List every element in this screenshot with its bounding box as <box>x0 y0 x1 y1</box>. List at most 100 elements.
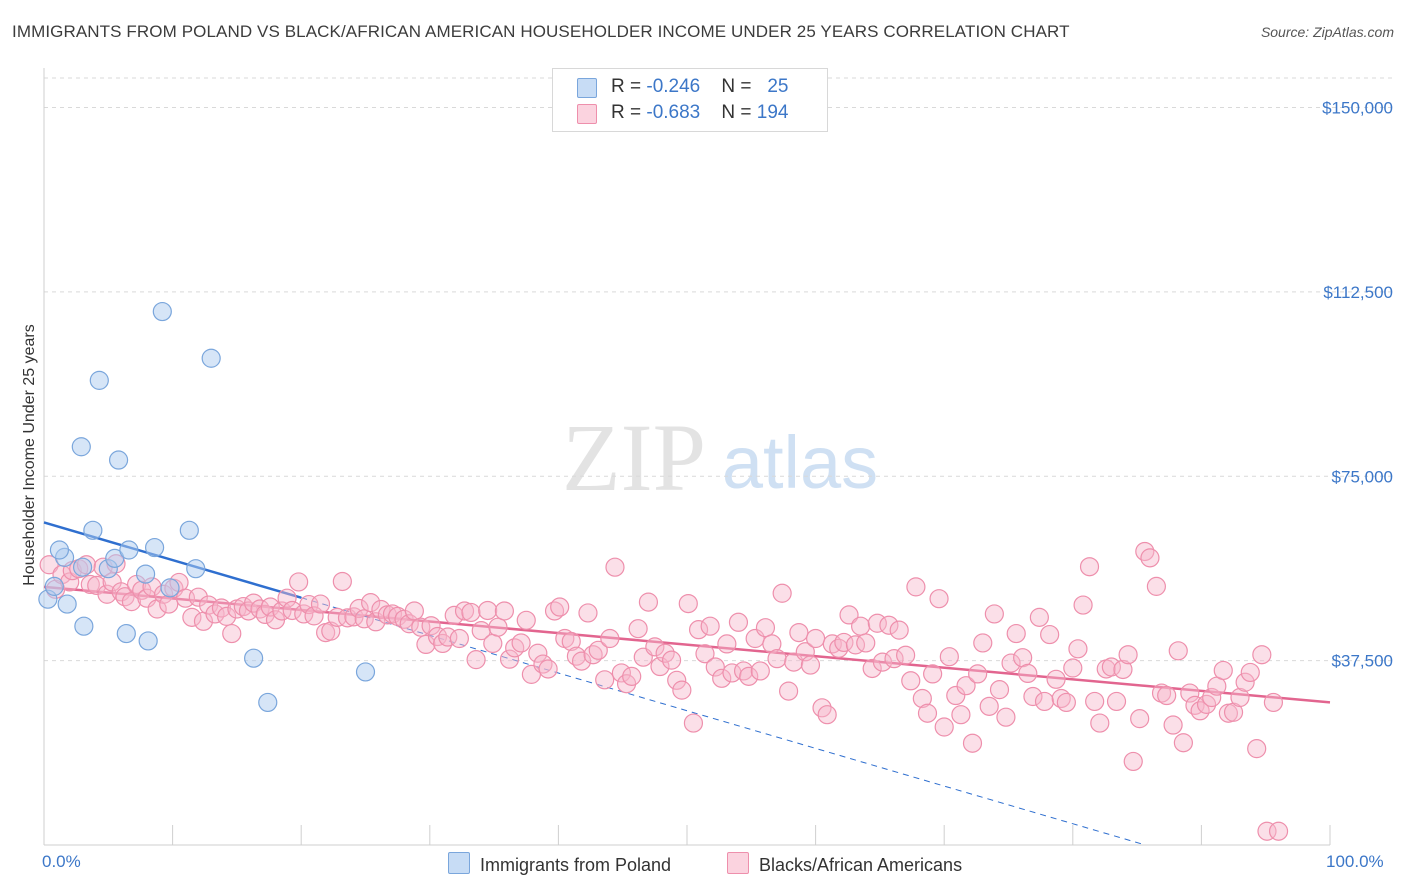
data-point-black <box>1135 541 1155 562</box>
data-point-black <box>750 661 770 681</box>
legend-n-value: 25 <box>767 76 789 97</box>
data-point-black <box>449 628 469 649</box>
data-point-black <box>1113 659 1133 680</box>
data-point-black <box>989 680 1010 700</box>
data-point-black <box>1073 595 1093 615</box>
data-point-black <box>733 661 754 681</box>
data-point-black <box>561 631 581 652</box>
data-point-black <box>688 620 709 640</box>
data-point-poland <box>201 348 221 368</box>
data-point-black <box>879 615 899 635</box>
y-tick-labels: $150,000 $112,500 $75,000 $37,500 <box>1322 99 1393 671</box>
data-point-black <box>478 600 498 621</box>
legend-r-value: -0.683 <box>646 102 701 123</box>
bottom-legend-swatch-black <box>727 852 749 874</box>
data-point-black <box>461 602 481 623</box>
bottom-legend-swatch-poland <box>448 852 470 874</box>
data-point-black <box>1068 639 1088 659</box>
data-point-black <box>1240 662 1260 683</box>
data-point-poland <box>138 631 158 651</box>
data-point-black <box>1046 669 1066 689</box>
bottom-legend-label-poland: Immigrants from Poland <box>480 855 672 875</box>
data-point-black <box>968 664 988 684</box>
data-point-black <box>805 628 826 649</box>
data-point-black <box>946 685 966 706</box>
stats-legend: R = -0.246 N = 25 R = -0.683 N = 194 <box>552 68 828 132</box>
data-point-black <box>466 650 486 670</box>
data-point-poland <box>83 520 103 540</box>
data-point-black <box>1130 709 1150 729</box>
data-point-black <box>1001 653 1021 673</box>
data-point-black <box>1106 691 1127 712</box>
data-point-black <box>571 651 592 671</box>
y-tick-label: $75,000 <box>1332 467 1393 486</box>
data-point-black <box>1230 687 1250 708</box>
trend-line-black <box>43 585 1331 704</box>
data-point-black <box>762 634 782 654</box>
data-point-black <box>772 583 792 603</box>
data-point-black <box>1123 751 1143 772</box>
data-point-black <box>1247 739 1267 759</box>
data-point-black <box>906 577 926 597</box>
data-point-poland <box>116 623 136 644</box>
data-point-black <box>382 604 403 624</box>
data-point-black <box>1085 691 1105 712</box>
data-point-black <box>834 632 854 653</box>
data-point-black <box>667 670 687 690</box>
data-point-black <box>951 705 971 725</box>
data-point-black <box>851 616 871 636</box>
data-point-poland <box>72 557 93 577</box>
data-point-black <box>371 599 391 620</box>
data-point-black <box>421 616 441 636</box>
data-point-poland <box>258 692 278 713</box>
data-point-black <box>1168 641 1188 661</box>
grid-layer <box>44 77 1395 662</box>
data-point-poland <box>179 520 199 540</box>
data-point-black <box>1202 687 1222 708</box>
legend-swatch-black <box>577 104 597 124</box>
data-point-black <box>705 657 725 677</box>
legend-n-value: 194 <box>756 102 789 123</box>
legend-r-label: R = <box>611 102 647 123</box>
data-point-black <box>611 663 632 683</box>
data-point-poland <box>74 616 94 636</box>
data-point-black <box>1101 657 1121 677</box>
data-point-black <box>1163 715 1183 735</box>
data-point-black <box>817 705 837 725</box>
legend-n-label: N = <box>721 102 757 123</box>
data-point-black <box>789 622 809 643</box>
data-point-black <box>1118 645 1138 665</box>
data-point-poland <box>244 648 264 668</box>
bottom-legend-label-black: Blacks/African Americans <box>759 855 963 875</box>
data-point-black <box>538 659 558 679</box>
data-point-poland <box>119 540 139 560</box>
data-point-black <box>712 668 732 688</box>
data-point-black <box>550 597 570 617</box>
data-point-black <box>516 610 536 630</box>
data-point-black <box>962 733 983 753</box>
data-point-black <box>896 645 916 665</box>
legend-r-label: R = <box>611 76 647 97</box>
axis-layer <box>43 68 1331 846</box>
data-point-black <box>755 618 776 638</box>
x-tick-max: 100.0% <box>1326 852 1384 871</box>
data-point-poland <box>186 559 206 579</box>
data-point-black <box>416 634 436 655</box>
data-point-black <box>695 644 715 664</box>
data-point-black <box>628 619 648 639</box>
data-point-poland <box>144 537 165 558</box>
series-black-african-americans <box>39 541 1289 841</box>
data-point-black <box>1034 691 1055 712</box>
data-point-black <box>217 606 237 626</box>
data-point-black <box>984 604 1004 624</box>
data-point-poland <box>44 576 64 596</box>
y-tick-label: $37,500 <box>1332 652 1393 671</box>
data-point-black <box>600 628 620 649</box>
data-point-black <box>767 649 787 669</box>
chart-title: IMMIGRANTS FROM POLAND VS BLACK/AFRICAN … <box>12 22 1070 41</box>
data-point-black <box>717 634 737 654</box>
data-point-black <box>700 616 720 636</box>
data-point-black <box>505 638 525 658</box>
data-point-black <box>800 655 821 675</box>
